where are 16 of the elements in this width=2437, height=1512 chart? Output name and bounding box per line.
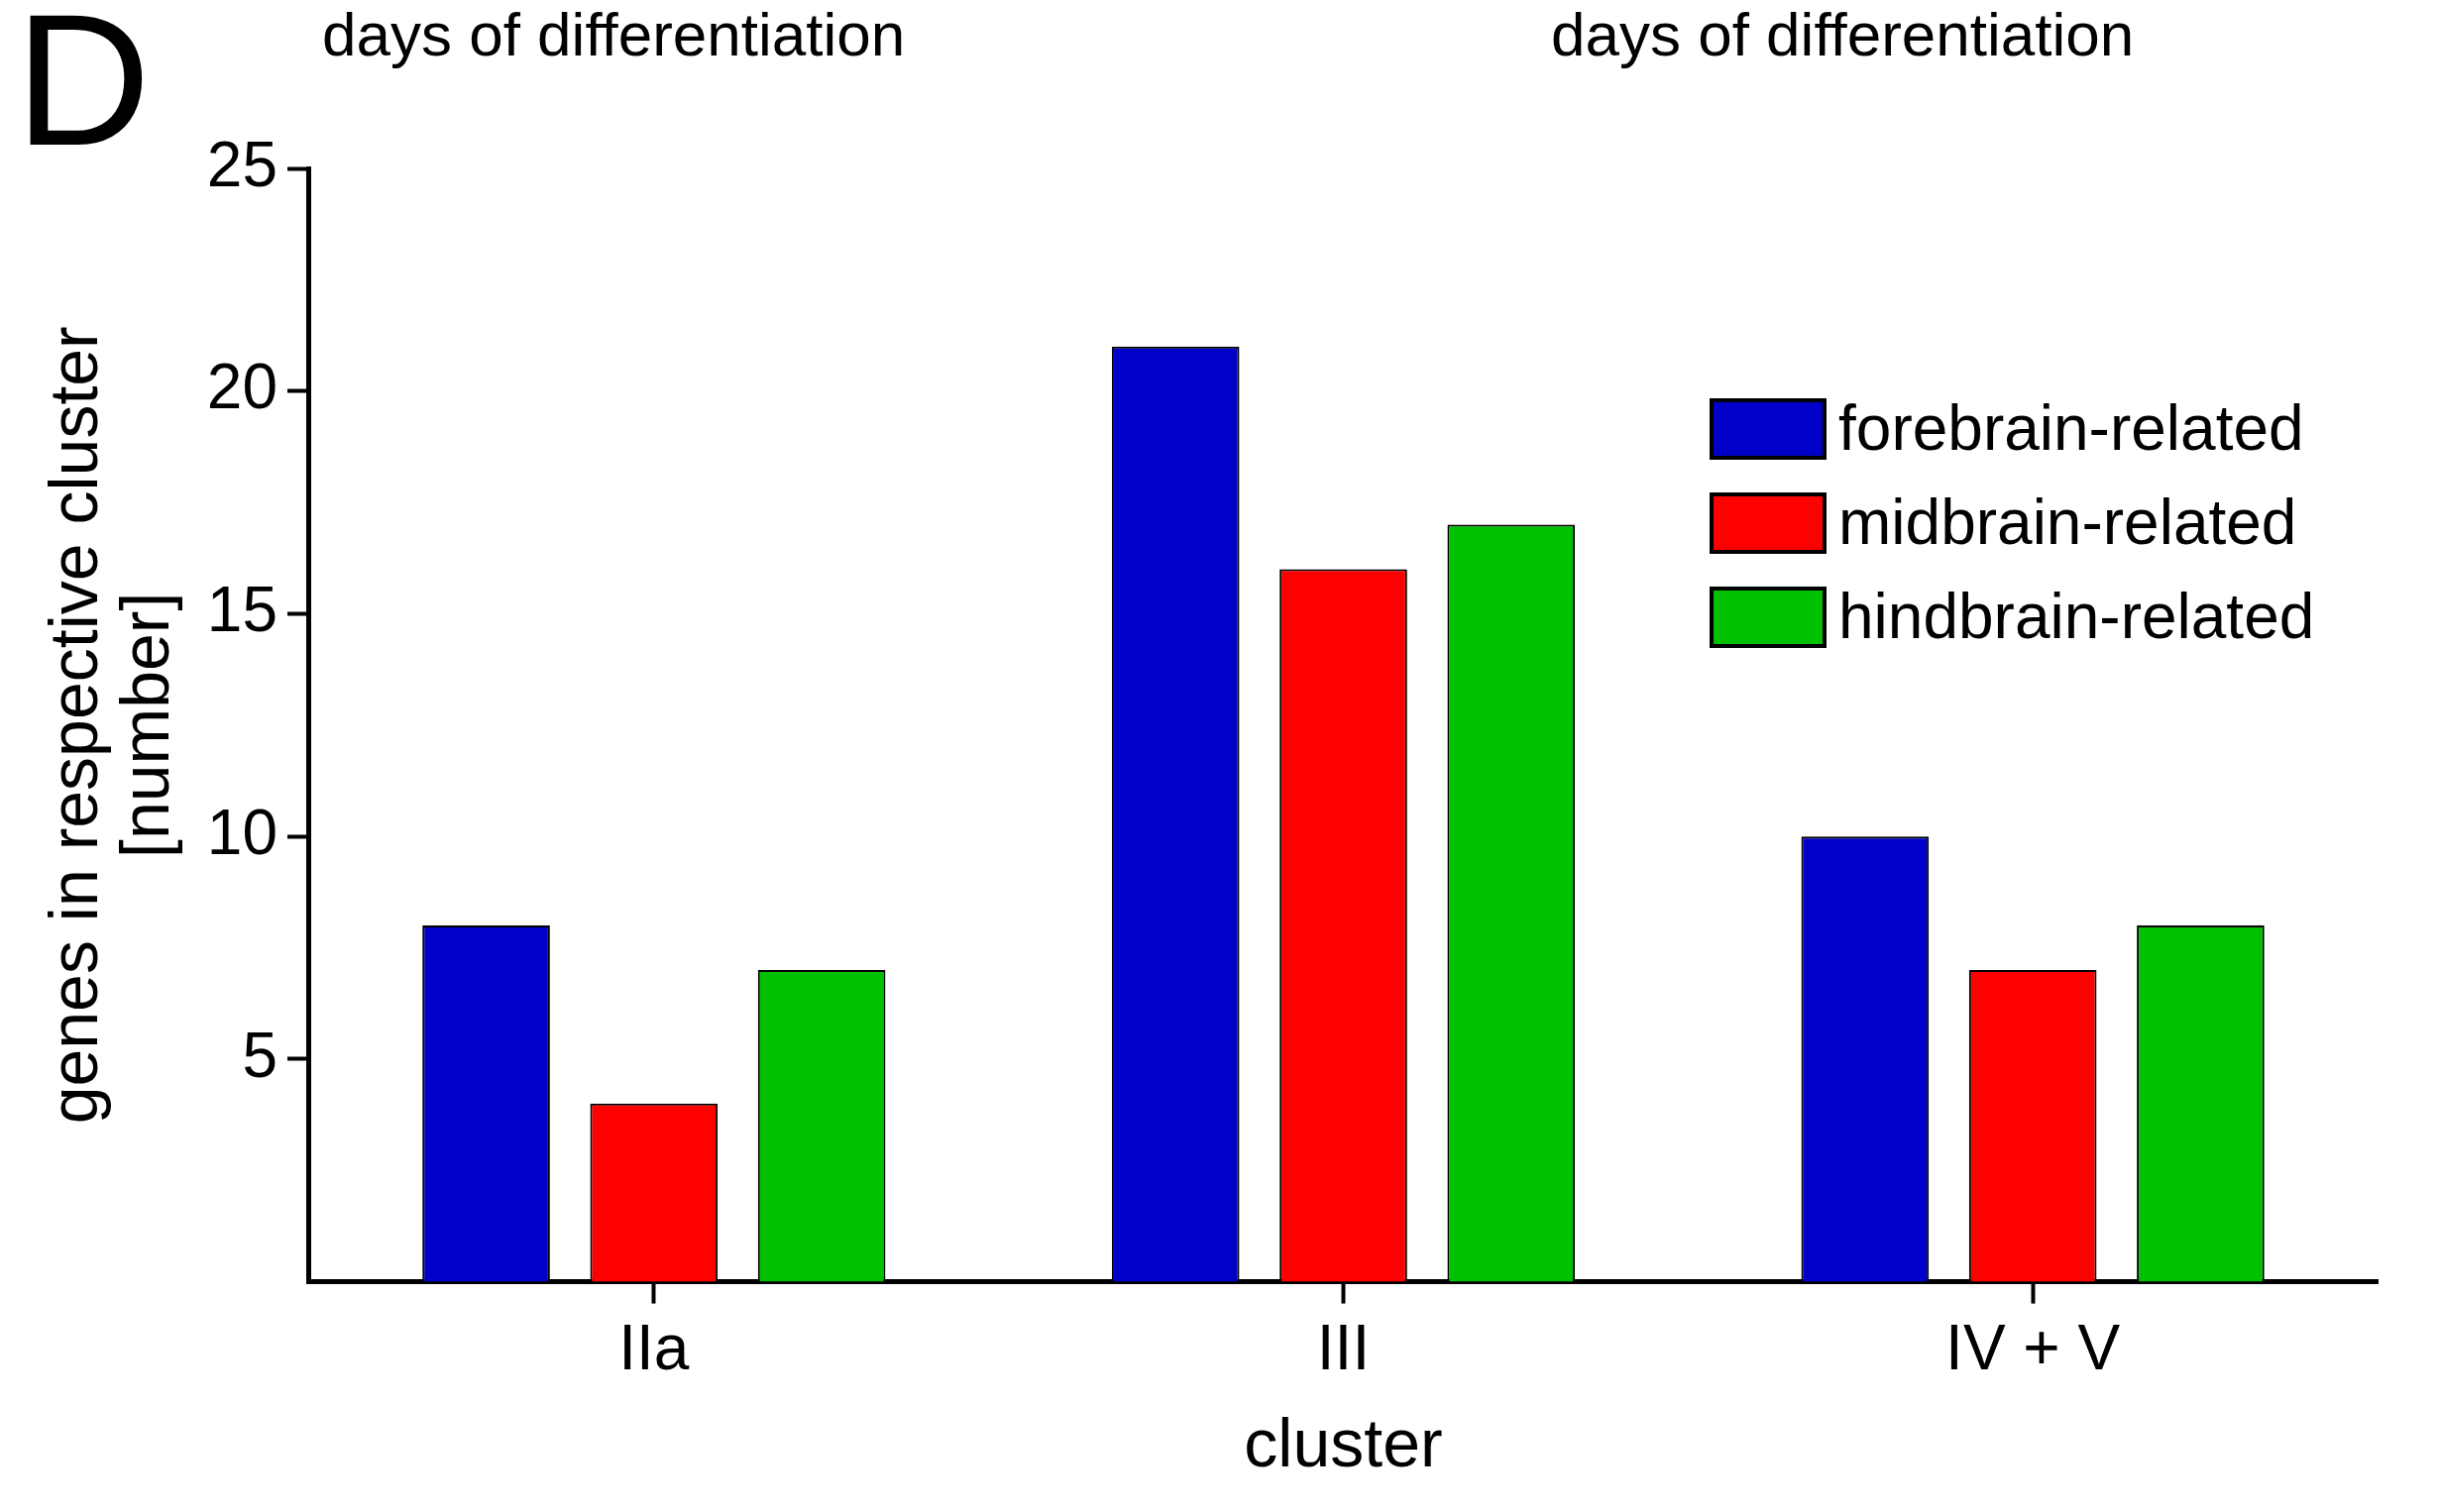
y-tick-label: 10 <box>206 796 277 868</box>
legend-label: hindbrain-related <box>1838 580 2315 654</box>
y-tick-label: 15 <box>206 574 277 646</box>
text: D <box>15 0 152 184</box>
legend-label: forebrain-related <box>1838 391 2304 466</box>
x-tick-label: III <box>1316 1311 1371 1383</box>
x-axis-title: cluster <box>1244 1404 1443 1480</box>
legend-label: midbrain-related <box>1838 486 2297 560</box>
x-tick-label: IIa <box>618 1311 690 1383</box>
x-tick-label: IV + V <box>1945 1311 2121 1383</box>
text: days of differentiation <box>322 0 906 68</box>
y-tick-label: 20 <box>206 351 277 423</box>
y-tick-label: 5 <box>242 1019 277 1091</box>
y-tick-label: 25 <box>206 128 277 200</box>
text: days of differentiation <box>1551 0 2135 68</box>
y-axis-title: genes in respective cluster [number] <box>36 326 182 1125</box>
